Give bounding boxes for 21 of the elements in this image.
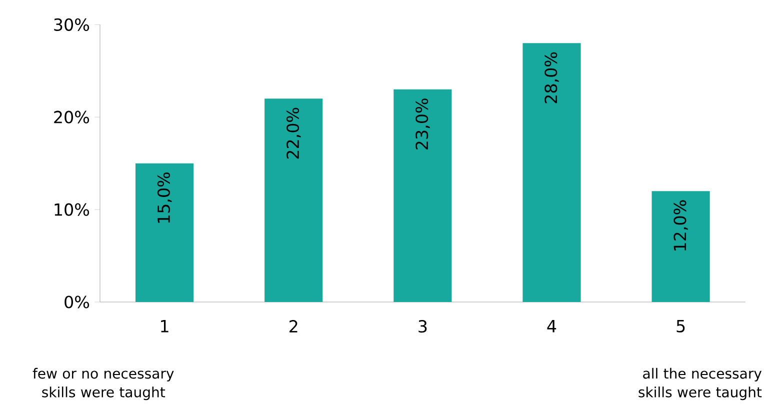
y-tick-label: 0% <box>64 296 90 308</box>
bar <box>135 163 194 302</box>
data-label: 15,0% <box>157 172 172 223</box>
data-label: 23,0% <box>416 98 430 150</box>
x-tick-label: 2 <box>290 320 298 332</box>
x-tick-label: 4 <box>547 320 556 332</box>
y-tick-label: 20% <box>54 110 90 124</box>
x-tick-label: 5 <box>676 320 685 332</box>
y-tick-label: 10% <box>54 203 90 216</box>
x-tick-label: 1 <box>161 320 168 332</box>
bar <box>652 191 710 302</box>
bar <box>522 43 581 302</box>
data-label: 28,0% <box>544 52 559 104</box>
y-tick-label: 30% <box>54 18 90 31</box>
text: few or no necessary skills were taught <box>32 368 174 400</box>
data-label: 22,0% <box>286 108 301 159</box>
bar <box>264 98 323 302</box>
text: all the necessary skills were taught <box>638 368 762 400</box>
bar <box>394 89 452 302</box>
data-label: 12,0% <box>674 200 688 250</box>
x-tick-label: 3 <box>418 320 427 333</box>
